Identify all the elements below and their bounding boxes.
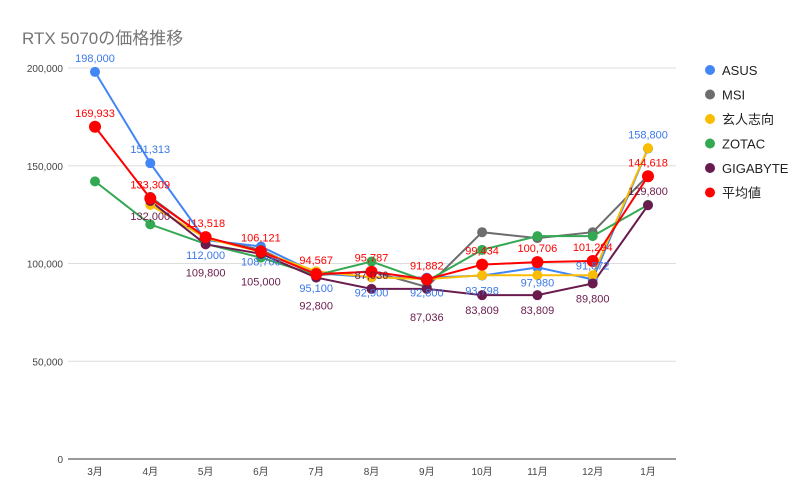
data-label: 101,294 [573, 242, 613, 254]
legend-label: 玄人志向 [722, 112, 774, 127]
x-tick-label: 7月 [308, 466, 324, 478]
data-point [642, 170, 654, 183]
series-line-0 [94, 71, 649, 281]
data-point [310, 268, 323, 281]
data-label: 113,518 [186, 218, 225, 230]
legend-label: GIGABYTE [722, 161, 789, 176]
y-tick-label: 150,000 [27, 162, 64, 173]
data-label: 95,100 [299, 283, 333, 295]
data-point [144, 192, 157, 205]
series-line-4 [149, 200, 649, 297]
legend-marker [705, 114, 715, 124]
data-label: 92,900 [355, 287, 389, 299]
legend-marker [705, 89, 715, 100]
data-label: 91,872 [576, 260, 610, 272]
legend-marker [705, 138, 715, 149]
data-label: 87,036 [355, 270, 389, 282]
data-label: 94,567 [299, 255, 333, 267]
data-label: 83,809 [465, 305, 499, 317]
x-tick-label: 8月 [364, 466, 380, 478]
data-point [365, 265, 378, 278]
data-point [366, 256, 377, 267]
data-point [199, 231, 212, 244]
data-label: 158,800 [628, 130, 668, 142]
data-point [477, 290, 488, 301]
data-point [643, 200, 653, 211]
data-label: 93,798 [465, 286, 499, 298]
data-label: 95,787 [355, 253, 389, 265]
legend-label: 平均値 [722, 186, 761, 201]
data-label: 109,800 [186, 267, 226, 279]
y-tick-label: 50,000 [32, 357, 63, 368]
data-label: 83,809 [521, 305, 555, 317]
data-label: 133,309 [130, 179, 170, 191]
data-label: 92,800 [410, 288, 444, 300]
data-label: 108,700 [241, 256, 281, 268]
text-layer: 0 50,000 100,000 150,000 200,000 3月 4月 5月 6月 7月 8月… [27, 53, 789, 478]
data-point [587, 270, 598, 281]
x-tick-label: 11月 [527, 466, 547, 478]
chart-title: RTX 5070の価格推移 [22, 29, 184, 48]
data-point [532, 270, 543, 281]
points-layer [89, 65, 715, 301]
data-label: 99,434 [465, 246, 499, 258]
data-label: 144,618 [628, 157, 668, 169]
data-label: 89,800 [576, 293, 610, 305]
data-point [532, 231, 543, 242]
data-point [89, 120, 101, 133]
data-point [420, 273, 433, 286]
data-point [587, 278, 598, 289]
x-tick-label: 5月 [198, 466, 214, 478]
data-label: 198,000 [75, 53, 115, 65]
data-point [145, 219, 156, 230]
data-label: 129,800 [628, 186, 668, 198]
legend-label: MSI [722, 88, 745, 103]
data-label: 169,933 [75, 108, 115, 120]
x-tick-label: 3月 [87, 466, 103, 478]
legend-label: ZOTAC [722, 137, 765, 152]
x-tick-label: 9月 [419, 466, 435, 478]
x-tick-label: 4月 [143, 466, 159, 478]
data-point [532, 290, 543, 301]
y-tick-label: 200,000 [27, 64, 64, 75]
data-point [145, 158, 156, 169]
data-point [90, 66, 100, 77]
data-label: 100,706 [518, 243, 558, 255]
data-point [90, 176, 100, 187]
y-tick-label: 0 [57, 455, 63, 466]
y-tick-label: 100,000 [27, 260, 64, 271]
data-label: 151,313 [130, 144, 170, 156]
data-point [476, 258, 489, 271]
data-point [587, 231, 598, 242]
data-label: 132,000 [130, 211, 170, 223]
data-point [643, 143, 653, 154]
data-point [254, 245, 267, 258]
data-label: 97,980 [521, 277, 555, 289]
data-point [477, 270, 488, 281]
legend-marker [705, 65, 715, 75]
data-label: 91,882 [410, 260, 444, 272]
data-label: 92,800 [299, 301, 333, 313]
data-point [531, 256, 544, 269]
x-tick-label: 12月 [582, 466, 603, 478]
legend-label: ASUS [722, 63, 758, 78]
x-tick-label: 10月 [472, 466, 493, 478]
data-label: 105,000 [241, 277, 281, 289]
data-label: 112,000 [186, 250, 225, 262]
legend-marker [705, 187, 715, 198]
data-label: 106,121 [241, 233, 281, 245]
x-tick-label: 1月 [640, 466, 656, 478]
data-point [477, 244, 488, 255]
x-tick-label: 6月 [253, 466, 269, 478]
data-point [421, 283, 432, 294]
legend-marker [705, 163, 715, 173]
data-point [477, 227, 488, 238]
data-label: 87,036 [410, 312, 444, 324]
data-point [586, 254, 599, 267]
data-point [366, 283, 377, 294]
